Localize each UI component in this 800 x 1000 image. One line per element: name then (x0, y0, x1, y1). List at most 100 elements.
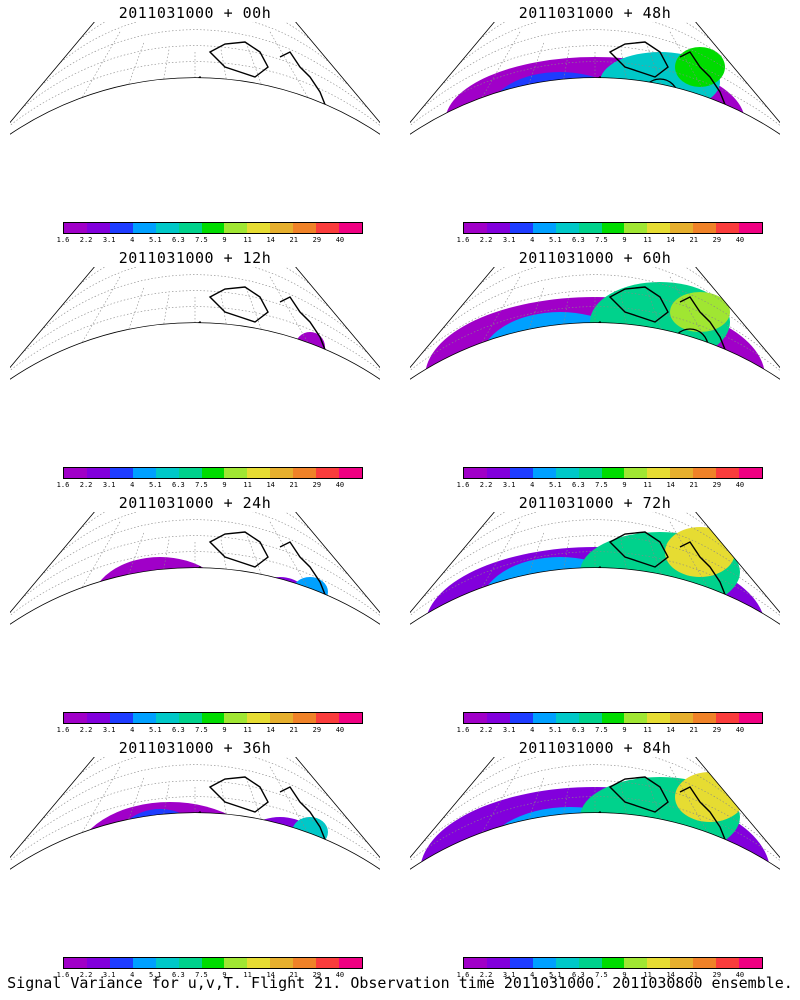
colorbar-tick-label: 9 (222, 236, 227, 244)
colorbar-tick-label: 3.1 (102, 971, 116, 979)
coastline (208, 41, 269, 78)
colorbar (63, 222, 363, 234)
colorbar (463, 957, 763, 969)
longitude-line (291, 22, 380, 155)
variance-contour (170, 872, 250, 890)
coastline (208, 531, 269, 568)
coastline (208, 776, 269, 813)
map-panel: 2011031000 + 00h 1.6 2.2 3.1 4 5.1 6.3 7.5 9 11 14… (5, 0, 385, 245)
coastline (279, 51, 356, 143)
variance-contour (550, 147, 630, 155)
colorbar-tick-label: 3.1 (102, 236, 116, 244)
variance-contour (580, 607, 640, 645)
variance-contour (151, 828, 179, 856)
variance-contour (528, 591, 572, 623)
colorbar-swatch (624, 468, 648, 478)
colorbar-tick-label: 3.1 (502, 481, 516, 489)
figure-caption: Signal Variance for u,v,T. Flight 21. Ob… (7, 974, 793, 992)
colorbar-swatch (486, 713, 510, 723)
map-outline (410, 757, 780, 870)
colorbar-swatch (293, 223, 317, 233)
map-panel: 2011031000 + 36h 1.6 2.2 3.1 4 5.1 6.3 7.5 9 11 14… (5, 735, 385, 980)
colorbar-tick-label: 7.5 (195, 726, 208, 734)
colorbar-swatch (647, 713, 671, 723)
colorbar-tick-label: 7.5 (595, 971, 608, 979)
colorbar-swatch (647, 958, 671, 968)
longitude-line (429, 31, 521, 155)
colorbar-tick-label: 5.1 (148, 481, 162, 489)
variance-contour (197, 96, 213, 124)
colorbar-swatch (178, 223, 202, 233)
colorbar-tick-label: 2.2 (479, 726, 493, 734)
colorbar-labels: 1.6 2.2 3.1 4 5.1 6.3 7.5 9 11 14 21 29 40 (57, 971, 363, 981)
colorbar-swatch (247, 468, 271, 478)
colorbar-tick-label: 11 (643, 726, 652, 734)
colorbar-swatch (670, 468, 694, 478)
latitude-line (421, 780, 769, 845)
map-outline (10, 512, 380, 625)
colorbar-tick-label: 14 (266, 971, 275, 979)
colorbar-tick-label: 7.5 (595, 481, 608, 489)
colorbar-tick-label: 4 (530, 726, 535, 734)
colorbar-swatch (693, 958, 717, 968)
colorbar-swatch (739, 468, 762, 478)
latitude-line (59, 267, 331, 309)
longitude-line (10, 512, 99, 645)
colorbar-swatch (464, 713, 487, 723)
colorbar-swatch (64, 223, 87, 233)
colorbar-swatch (224, 958, 248, 968)
colorbar (63, 712, 363, 724)
colorbar-tick-label: 9 (622, 236, 627, 244)
colorbar-swatch (293, 958, 317, 968)
variance-contour (535, 344, 575, 374)
panel-title: 2011031000 + 24h (118, 494, 272, 512)
colorbar-swatch (339, 713, 362, 723)
latitude-line (59, 22, 331, 64)
colorbar-swatch (509, 223, 533, 233)
longitude-line (81, 777, 144, 890)
latitude-line (459, 512, 731, 554)
colorbar-tick-label: 29 (712, 971, 722, 979)
colorbar-tick-label: 6.3 (572, 971, 585, 979)
map-outline (10, 757, 380, 870)
colorbar-tick-label: 21 (289, 971, 298, 979)
colorbar-swatch (578, 468, 602, 478)
colorbar-swatch (178, 713, 202, 723)
coastline (608, 286, 669, 323)
colorbar-tick-label: 3.1 (502, 236, 516, 244)
map-panel: 2011031000 + 12h 1.6 2.2 3.1 4 5.1 6.3 7.5 9 11 14… (5, 245, 385, 490)
variance-contour (175, 355, 245, 399)
longitude-line (29, 766, 121, 890)
colorbar-swatch (670, 223, 694, 233)
colorbar-tick-label: 11 (243, 236, 252, 244)
latitude-line (79, 512, 311, 531)
map-outline (10, 22, 380, 135)
coastline (29, 76, 359, 155)
longitude-line (246, 777, 309, 890)
colorbar-swatch (555, 468, 579, 478)
colorbar-tick-label: 9 (222, 726, 227, 734)
colorbar-tick-label: 1.6 (456, 726, 470, 734)
colorbar-swatch (739, 713, 762, 723)
latitude-line (479, 757, 711, 776)
colorbar-swatch (109, 223, 133, 233)
colorbar-tick-label: 21 (289, 481, 298, 489)
colorbar (63, 957, 363, 969)
colorbar-swatch (716, 958, 740, 968)
colorbar-swatch (155, 468, 179, 478)
colorbar-tick-label: 2.2 (479, 481, 493, 489)
colorbar-swatch (109, 468, 133, 478)
longitude-line (137, 49, 170, 155)
colorbar-tick-label: 7.5 (195, 481, 208, 489)
latitude-line (21, 45, 369, 110)
colorbar-tick-label: 1.6 (56, 726, 70, 734)
variance-contour (530, 97, 580, 127)
longitude-line (246, 287, 309, 400)
latitude-line (410, 306, 780, 378)
latitude-line (21, 780, 369, 845)
longitude-line (29, 521, 121, 645)
colorbar-tick-label: 29 (312, 236, 322, 244)
variance-contour (570, 352, 690, 400)
colorbar-swatch (486, 958, 510, 968)
colorbar-tick-label: 1.6 (56, 971, 70, 979)
